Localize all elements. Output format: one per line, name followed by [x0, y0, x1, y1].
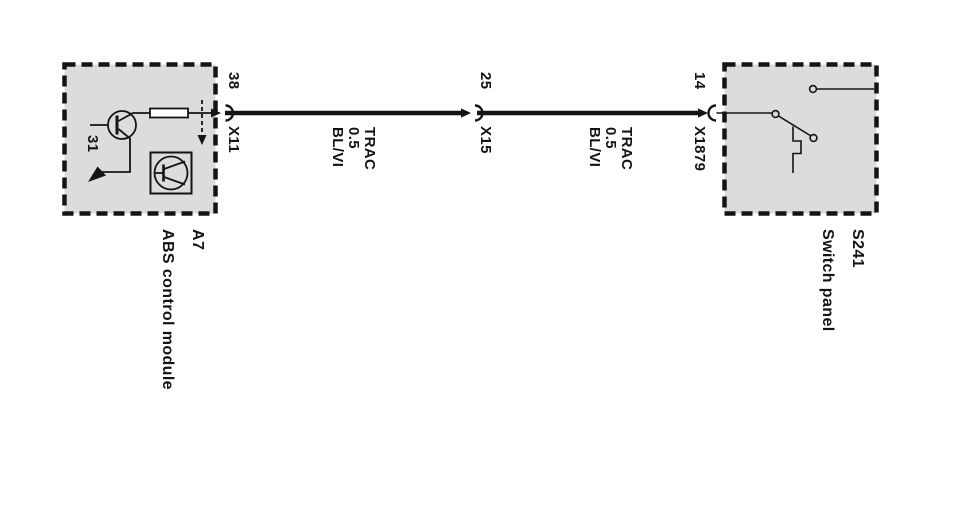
switch-panel-box — [722, 62, 879, 216]
motor-icon — [149, 151, 193, 195]
component-name-label: ABS control module — [159, 229, 176, 390]
wire-label-segment-2: TRAC 0.5 BL/VI — [586, 127, 635, 171]
connector-x1879-label: X1879 — [691, 126, 708, 172]
wire-gauge-label: 0.5 — [345, 127, 362, 150]
resistor-icon — [149, 107, 212, 119]
wire-circuit-label: TRAC — [618, 127, 635, 171]
connector-x15-icon — [461, 104, 484, 122]
actuation-arrow-icon — [197, 100, 207, 145]
connector-x15-label: X15 — [477, 126, 494, 154]
pin-31-label: 31 — [84, 135, 101, 153]
wire-color-label: BL/VI — [329, 127, 346, 168]
wire-label-segment-1: TRAC 0.5 BL/VI — [329, 127, 378, 171]
pin-14-label: 14 — [691, 72, 708, 90]
abs-module-caption: A7 ABS control module — [152, 229, 212, 390]
wire-circuit-label: TRAC — [361, 127, 378, 171]
component-id-label: S241 — [849, 229, 866, 268]
wire-gauge-label: 0.5 — [602, 127, 619, 150]
ground-arrow-icon — [88, 166, 106, 182]
component-id-label: A7 — [189, 229, 206, 251]
transistor-icon — [90, 110, 150, 173]
pin-38-label: 38 — [225, 72, 242, 90]
switch-panel-caption: S241 Switch panel — [812, 229, 872, 332]
wire-color-label: BL/VI — [586, 127, 603, 168]
abs-module-box — [62, 62, 218, 216]
connector-x1879-icon — [698, 104, 717, 122]
switch-icon — [716, 84, 874, 173]
connector-x11-label: X11 — [225, 126, 242, 154]
pin-25-label: 25 — [477, 72, 494, 90]
component-name-label: Switch panel — [819, 229, 836, 332]
